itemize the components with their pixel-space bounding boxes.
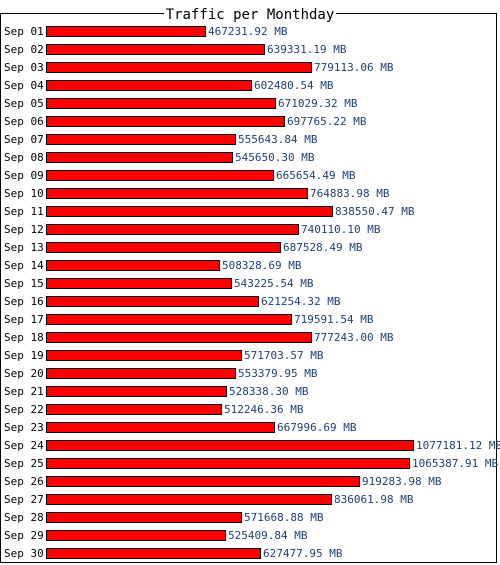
category-label: Sep 12: [4, 223, 44, 236]
category-label: Sep 19: [4, 349, 44, 362]
value-label: 553379.95 MB: [238, 367, 318, 380]
chart-title-wrap: Traffic per Monthday: [0, 4, 500, 24]
bar: [46, 152, 233, 163]
bar: [46, 296, 259, 307]
bar: [46, 206, 333, 217]
bar: [46, 26, 206, 37]
value-label: 571703.57 MB: [244, 349, 324, 362]
category-label: Sep 13: [4, 241, 44, 254]
bar: [46, 260, 220, 271]
category-label: Sep 04: [4, 79, 44, 92]
category-label: Sep 17: [4, 313, 44, 326]
bar: [46, 404, 222, 415]
value-label: 467231.92 MB: [208, 25, 288, 38]
category-label: Sep 24: [4, 439, 44, 452]
category-label: Sep 03: [4, 61, 44, 74]
value-label: 740110.10 MB: [301, 223, 381, 236]
value-label: 665654.49 MB: [276, 169, 356, 182]
value-label: 836061.98 MB: [334, 493, 414, 506]
category-label: Sep 15: [4, 277, 44, 290]
value-label: 508328.69 MB: [222, 259, 302, 272]
category-label: Sep 16: [4, 295, 44, 308]
value-label: 667996.69 MB: [277, 421, 357, 434]
bar: [46, 440, 414, 451]
value-label: 1077181.12 MB: [416, 439, 500, 452]
category-label: Sep 11: [4, 205, 44, 218]
category-label: Sep 26: [4, 475, 44, 488]
value-label: 571668.88 MB: [244, 511, 324, 524]
bar: [46, 116, 285, 127]
value-label: 919283.98 MB: [362, 475, 442, 488]
value-label: 1065387.91 MB: [412, 457, 498, 470]
bar: [46, 98, 276, 109]
value-label: 543225.54 MB: [234, 277, 314, 290]
bar: [46, 350, 242, 361]
bar: [46, 458, 410, 469]
value-label: 525409.84 MB: [228, 529, 308, 542]
value-label: 639331.19 MB: [267, 43, 347, 56]
bar: [46, 278, 232, 289]
value-label: 528338.30 MB: [229, 385, 309, 398]
category-label: Sep 14: [4, 259, 44, 272]
bar: [46, 476, 360, 487]
bar: [46, 62, 312, 73]
value-label: 555643.84 MB: [238, 133, 318, 146]
bar: [46, 188, 308, 199]
value-label: 621254.32 MB: [261, 295, 341, 308]
category-label: Sep 22: [4, 403, 44, 416]
bar: [46, 332, 312, 343]
value-label: 697765.22 MB: [287, 115, 367, 128]
category-label: Sep 01: [4, 25, 44, 38]
bar: [46, 386, 227, 397]
value-label: 627477.95 MB: [263, 547, 343, 560]
category-label: Sep 05: [4, 97, 44, 110]
value-label: 777243.00 MB: [314, 331, 394, 344]
category-label: Sep 23: [4, 421, 44, 434]
category-label: Sep 20: [4, 367, 44, 380]
value-label: 719591.54 MB: [294, 313, 374, 326]
category-label: Sep 02: [4, 43, 44, 56]
bar: [46, 314, 292, 325]
value-label: 687528.49 MB: [283, 241, 363, 254]
category-label: Sep 18: [4, 331, 44, 344]
category-label: Sep 30: [4, 547, 44, 560]
value-label: 512246.36 MB: [224, 403, 304, 416]
category-label: Sep 21: [4, 385, 44, 398]
category-label: Sep 10: [4, 187, 44, 200]
value-label: 602480.54 MB: [254, 79, 334, 92]
category-label: Sep 29: [4, 529, 44, 542]
bar: [46, 170, 274, 181]
bar: [46, 44, 265, 55]
value-label: 779113.06 MB: [314, 61, 394, 74]
bar: [46, 224, 299, 235]
category-label: Sep 09: [4, 169, 44, 182]
category-label: Sep 25: [4, 457, 44, 470]
bar: [46, 422, 275, 433]
bar: [46, 134, 236, 145]
chart-title: Traffic per Monthday: [163, 7, 337, 23]
value-label: 764883.98 MB: [310, 187, 390, 200]
bar: [46, 494, 332, 505]
bar: [46, 242, 281, 253]
bar: [46, 548, 261, 559]
category-label: Sep 08: [4, 151, 44, 164]
bar: [46, 512, 242, 523]
value-label: 671029.32 MB: [278, 97, 358, 110]
category-label: Sep 28: [4, 511, 44, 524]
bar: [46, 530, 226, 541]
category-label: Sep 07: [4, 133, 44, 146]
bar: [46, 368, 236, 379]
bar: [46, 80, 252, 91]
category-label: Sep 06: [4, 115, 44, 128]
category-label: Sep 27: [4, 493, 44, 506]
value-label: 545650.30 MB: [235, 151, 315, 164]
value-label: 838550.47 MB: [335, 205, 415, 218]
